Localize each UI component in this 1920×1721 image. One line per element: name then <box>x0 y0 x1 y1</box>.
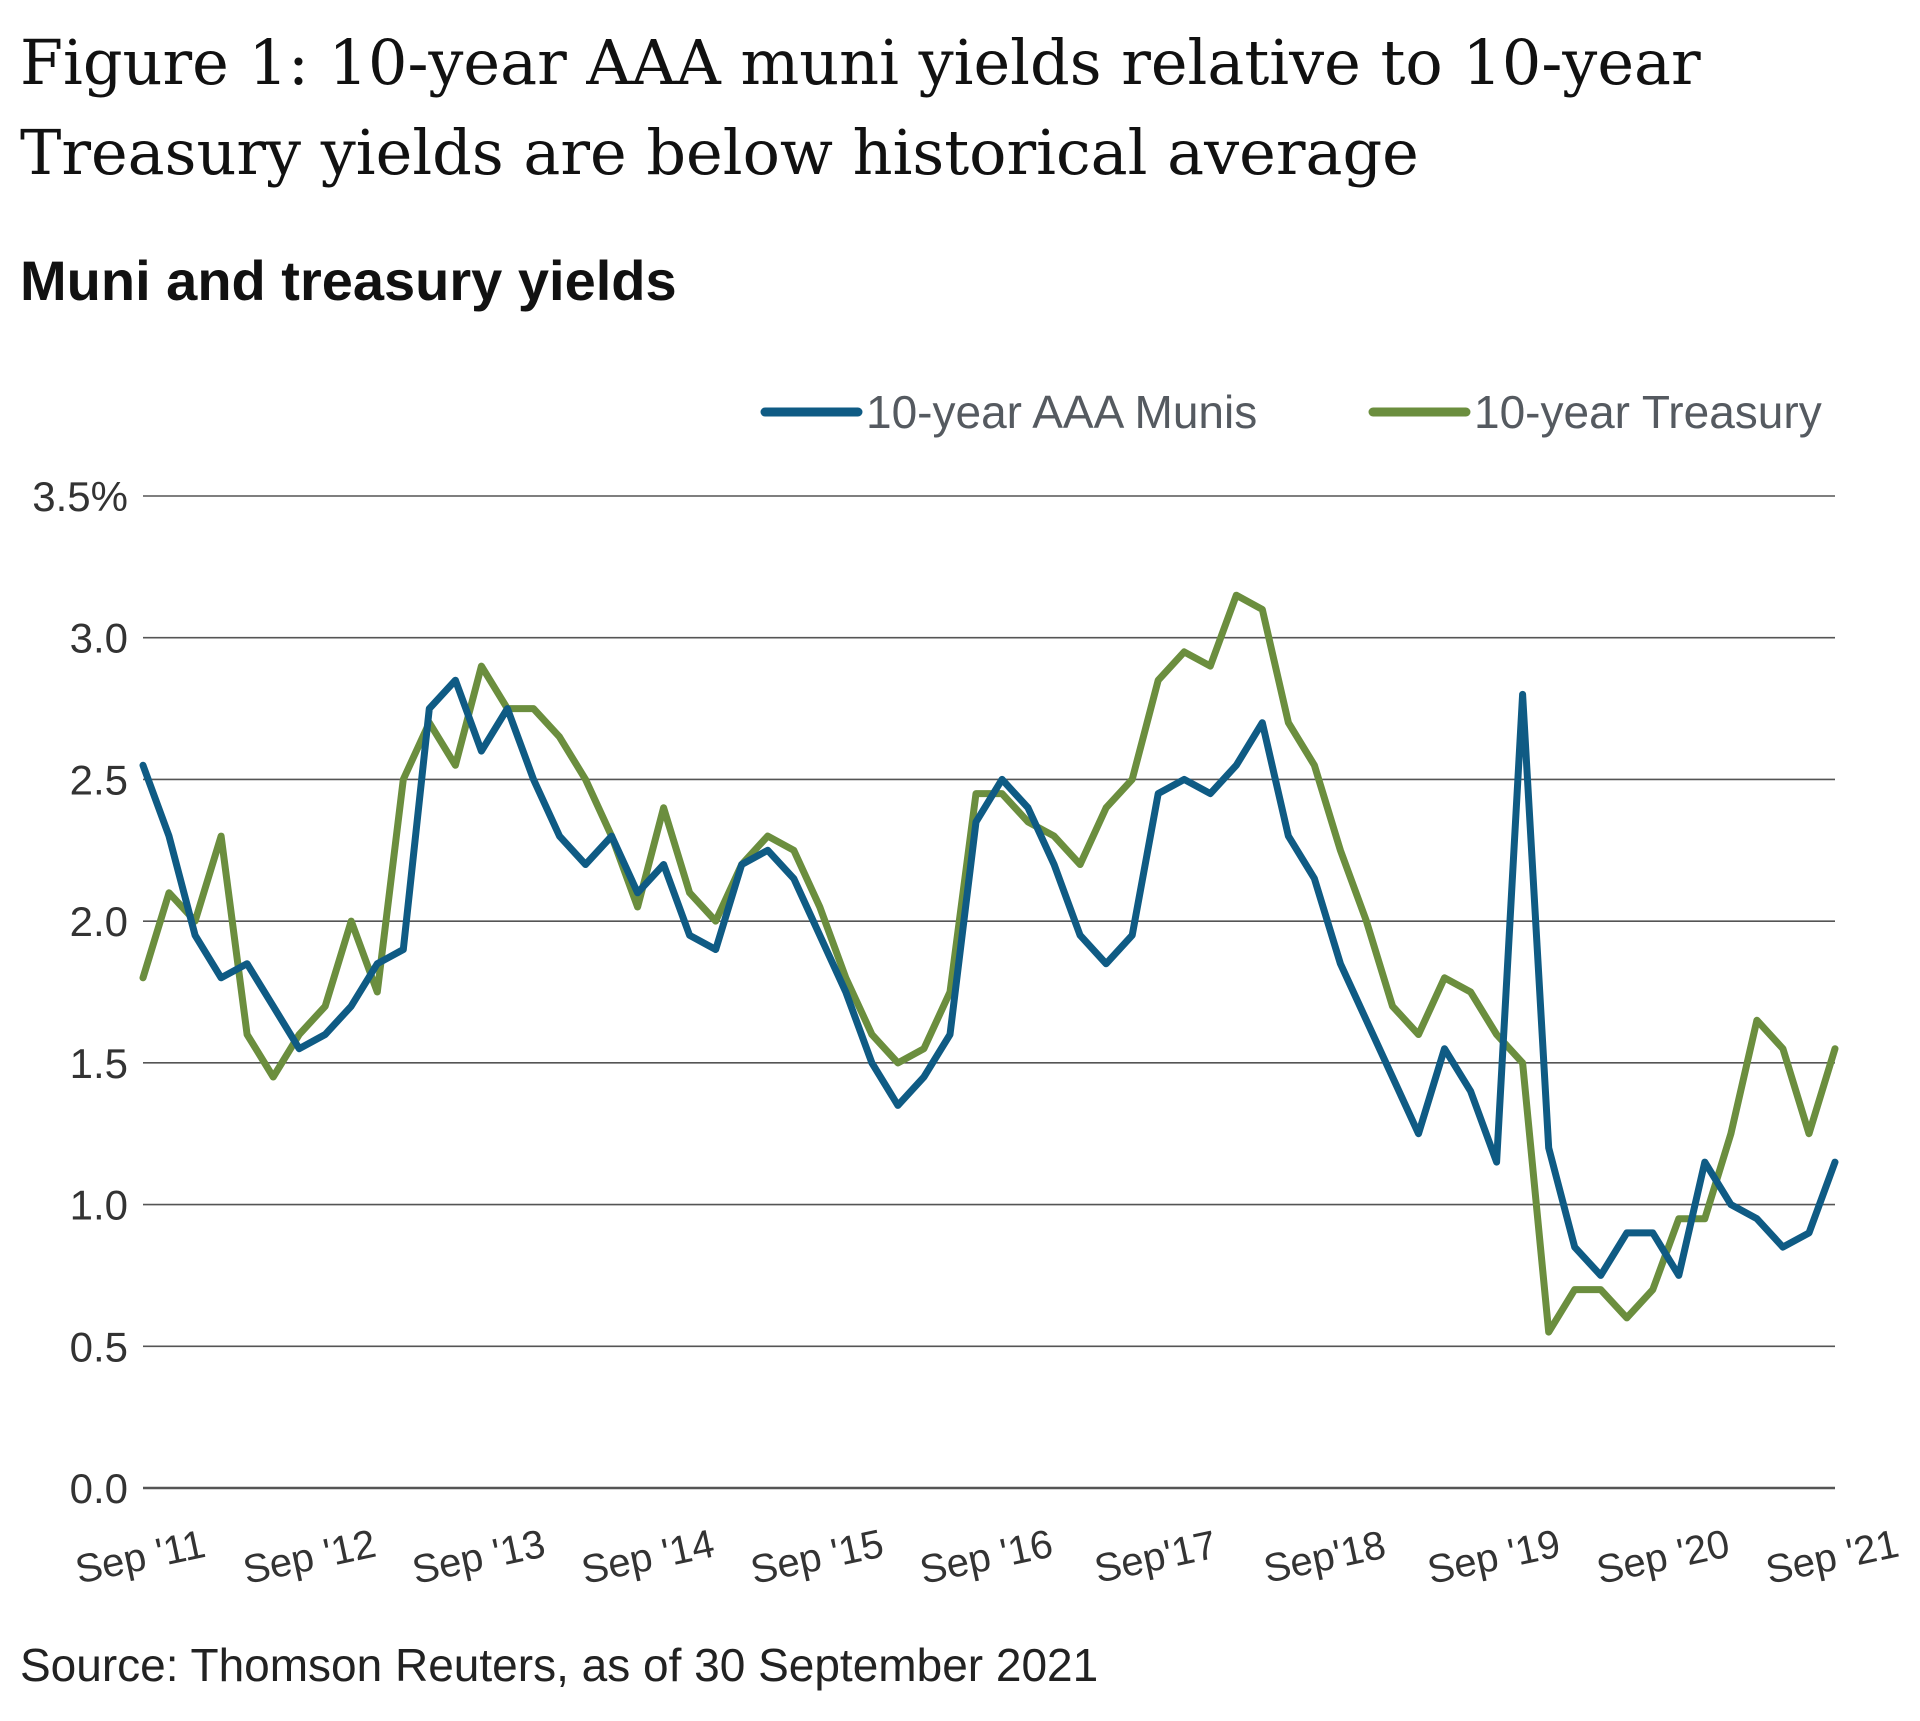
x-tick-label: Sep '15 <box>747 1522 888 1593</box>
y-tick-label: 0.0 <box>70 1465 128 1512</box>
y-tick-label: 0.5 <box>70 1323 128 1370</box>
y-tick-label: 1.5 <box>70 1040 128 1087</box>
x-tick-label: Sep'18 <box>1260 1523 1390 1592</box>
chart-title: Muni and treasury yields <box>20 249 677 312</box>
legend-label-munis: 10-year AAA Munis <box>866 386 1257 438</box>
x-tick-label: Sep '12 <box>239 1522 380 1593</box>
x-axis-ticks: Sep '11 Sep '12 Sep '13 Sep '14 Sep '15 Sep '… <box>71 1522 1902 1593</box>
source-note: Source: Thomson Reuters, as of 30 Septem… <box>20 1639 1099 1691</box>
figure-title: Figure 1: 10-year AAA muni yields relati… <box>20 26 1701 189</box>
series-line-munis <box>139 676 1839 1279</box>
x-tick-label: Sep '20 <box>1593 1522 1734 1593</box>
y-tick-label: 3.0 <box>70 615 128 662</box>
legend: 10-year AAA Munis 10-year Treasury <box>760 386 1822 438</box>
x-tick-label: Sep '11 <box>71 1522 209 1592</box>
y-tick-label: 2.0 <box>70 898 128 945</box>
y-tick-label: 1.0 <box>70 1182 128 1229</box>
series-line-treasury <box>139 591 1839 1336</box>
series-lines <box>139 591 1839 1336</box>
gridlines <box>143 495 1835 1490</box>
x-tick-label: Sep '14 <box>578 1522 719 1593</box>
x-tick-label: Sep '21 <box>1762 1522 1903 1593</box>
y-tick-label: 3.5% <box>32 473 128 520</box>
x-tick-label: Sep '13 <box>408 1522 549 1593</box>
legend-label-treasury: 10-year Treasury <box>1474 386 1822 438</box>
y-tick-label: 2.5 <box>70 756 128 803</box>
x-tick-label: Sep '16 <box>916 1522 1057 1593</box>
x-tick-label: Sep'17 <box>1091 1523 1221 1592</box>
y-axis-ticks: 3.5% 3.0 2.5 2.0 1.5 1.0 0.5 0.0 <box>32 473 128 1512</box>
x-tick-label: Sep '19 <box>1424 1522 1565 1593</box>
